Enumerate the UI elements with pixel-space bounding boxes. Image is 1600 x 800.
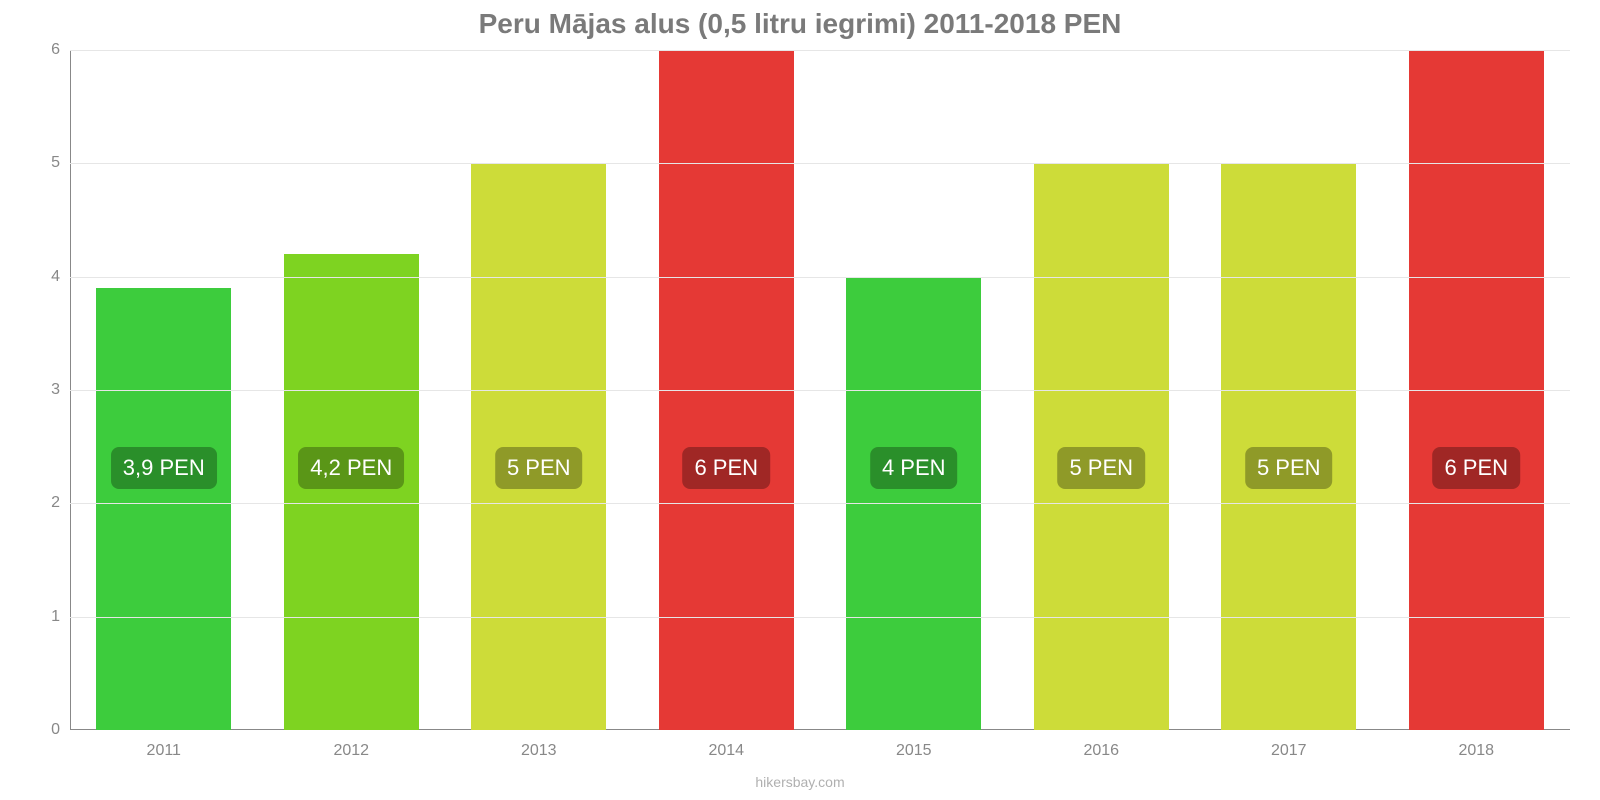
y-tick-label: 5: [30, 154, 60, 172]
bar-value-badge: 6 PEN: [1432, 447, 1520, 489]
y-tick-label: 3: [30, 381, 60, 399]
x-tick-label: 2016: [1083, 742, 1119, 760]
gridline: [70, 277, 1570, 278]
bar-value-badge: 5 PEN: [495, 447, 583, 489]
bar: 5 PEN: [1221, 163, 1356, 730]
plot-area: 3,9 PEN 4,2 PEN 5 PEN 6 PEN 4 PEN 5 PEN 5 PEN 6…: [70, 50, 1570, 730]
x-tick-label: 2018: [1458, 742, 1494, 760]
x-tick-label: 2011: [147, 742, 181, 760]
x-tick-label: 2015: [896, 742, 932, 760]
x-tick-label: 2014: [708, 742, 744, 760]
bar: 4,2 PEN: [284, 254, 419, 730]
bar: 3,9 PEN: [96, 288, 231, 730]
gridline: [70, 617, 1570, 618]
chart-title: Peru Mājas alus (0,5 litru iegrimi) 2011…: [0, 0, 1600, 40]
bar-value-badge: 5 PEN: [1057, 447, 1145, 489]
bar: 5 PEN: [471, 163, 606, 730]
bar-value-badge: 4,2 PEN: [298, 447, 404, 489]
gridline: [70, 503, 1570, 504]
bar-value-badge: 6 PEN: [682, 447, 770, 489]
x-tick-label: 2012: [333, 742, 369, 760]
y-tick-label: 0: [30, 721, 60, 739]
y-tick-label: 1: [30, 608, 60, 626]
y-tick-label: 2: [30, 494, 60, 512]
gridline: [70, 50, 1570, 51]
chart-footer: hikersbay.com: [0, 774, 1600, 790]
y-tick-label: 6: [30, 41, 60, 59]
gridline: [70, 163, 1570, 164]
bar: 5 PEN: [1034, 163, 1169, 730]
gridline: [70, 390, 1570, 391]
chart-container: Peru Mājas alus (0,5 litru iegrimi) 2011…: [0, 0, 1600, 800]
x-tick-label: 2017: [1271, 742, 1307, 760]
bar-value-badge: 4 PEN: [870, 447, 958, 489]
bar-value-badge: 3,9 PEN: [111, 447, 217, 489]
y-tick-label: 4: [30, 268, 60, 286]
x-tick-label: 2013: [521, 742, 557, 760]
bar-value-badge: 5 PEN: [1245, 447, 1333, 489]
